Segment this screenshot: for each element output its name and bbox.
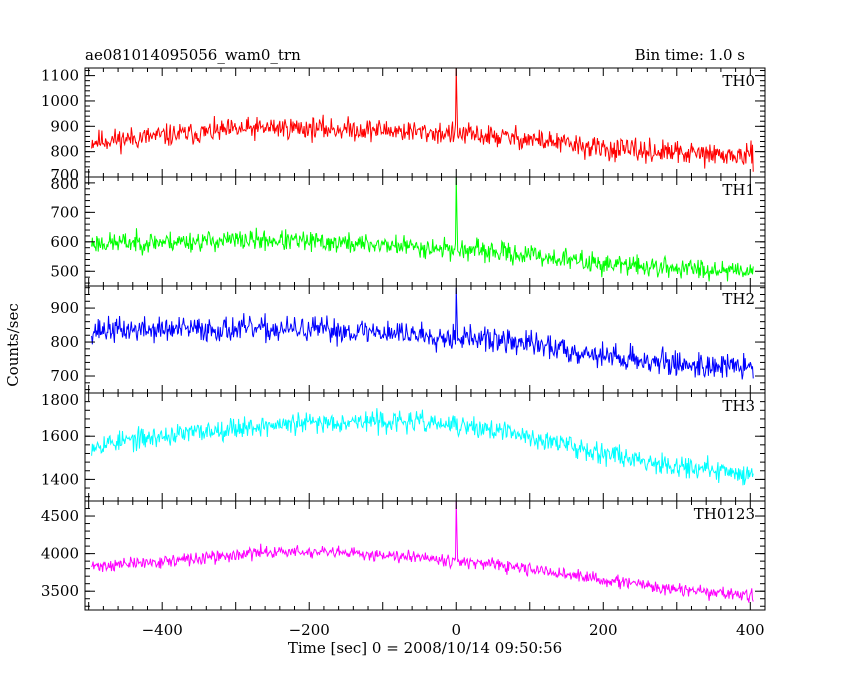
y-tick-label: 4000 (41, 545, 79, 563)
panel-th2: 700 800 900 TH2 (50, 285, 766, 394)
y-axis-label: Counts/sec (4, 303, 22, 387)
y-tick-label: 1600 (41, 427, 79, 445)
y-tick-label: 3500 (41, 582, 79, 600)
x-tick-labels: −400 −200 0 200 400 (142, 621, 765, 639)
panel-label: TH2 (722, 290, 755, 308)
panel-label: TH0123 (694, 505, 755, 523)
y-tick-label: 1400 (41, 470, 79, 488)
panel-frame (84, 392, 766, 502)
panel-th3: 1400 1600 1800 TH3 (41, 391, 766, 502)
x-axis-label: Time [sec] 0 = 2008/10/14 09:50:56 (288, 639, 562, 657)
y-tick-label: 700 (50, 166, 79, 184)
y-tick-label: 700 (50, 367, 79, 385)
y-tick-label: 1000 (41, 92, 79, 110)
panel-label: TH1 (722, 181, 755, 199)
series-line-th0123 (91, 501, 754, 603)
y-tick-label: 1100 (41, 67, 79, 85)
panel-label: TH0 (722, 72, 755, 90)
y-tick-label: 700 (50, 203, 79, 221)
y-tick-label: 500 (50, 262, 79, 280)
panel-th1: 500 600 700 800 TH1 (50, 175, 766, 287)
y-tick-label: 800 (50, 333, 79, 351)
bin-time-label: Bin time: 1.0 s (635, 46, 745, 64)
series-line-th1 (91, 177, 754, 282)
x-tick-label: 0 (451, 621, 461, 639)
x-tick-label: −200 (289, 621, 330, 639)
y-tick-label: 800 (50, 175, 79, 193)
y-tick-label: 600 (50, 233, 79, 251)
x-tick-label: 200 (589, 621, 618, 639)
y-tick-label: 1800 (41, 391, 79, 409)
x-tick-label: 400 (736, 621, 765, 639)
y-tick-label: 4500 (41, 507, 79, 525)
y-tick-label: 900 (50, 299, 79, 317)
panel-frame (84, 67, 766, 178)
panel-frame (84, 500, 766, 611)
panel-th0: 700 800 900 1000 1100 TH0 (41, 67, 766, 184)
panel-label: TH3 (722, 397, 755, 415)
panel-th0123: 3500 4000 4500 TH0123 (41, 500, 766, 611)
series-line-th3 (91, 408, 754, 486)
series-line-th0 (91, 68, 754, 172)
chart-title: ae081014095056_wam0_trn (85, 46, 301, 64)
y-tick-label: 900 (50, 117, 79, 135)
y-tick-label: 800 (50, 143, 79, 161)
x-tick-label: −400 (142, 621, 183, 639)
series-line-th2 (91, 287, 754, 380)
